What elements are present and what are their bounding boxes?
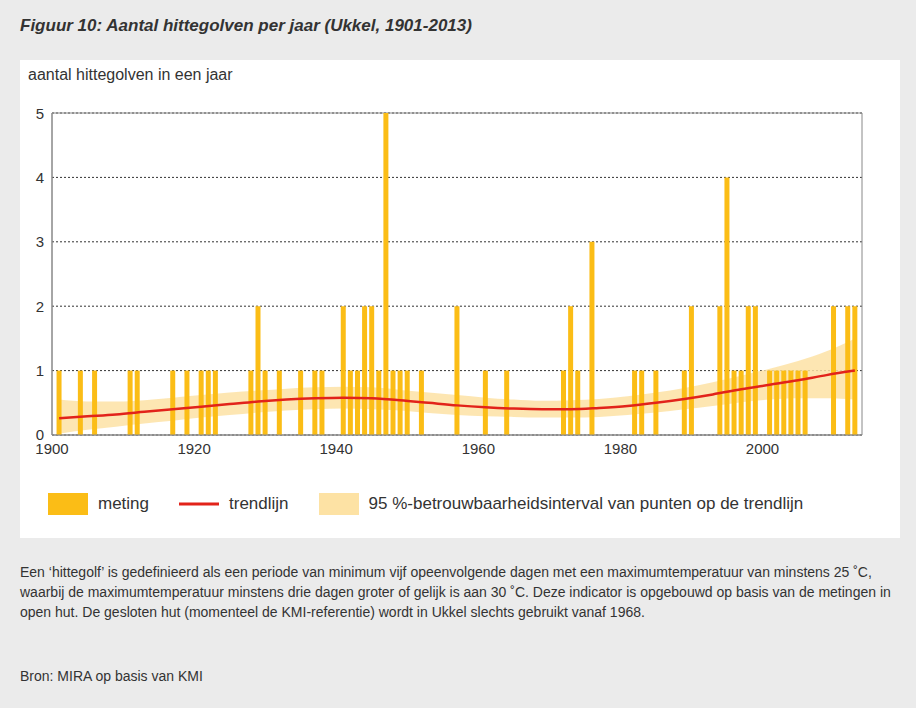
html-text:Een ‘hittegolf’ is gedefinieer: Een ‘hittegolf’ is gedefinieerd als een …: [20, 564, 891, 620]
html-text:aantal hittegolven in een jaar: aantal hittegolven in een jaar: [28, 66, 233, 83]
svg-text:2: 2: [36, 298, 44, 315]
svg-text:5: 5: [36, 105, 44, 122]
svg-text:1: 1: [36, 362, 44, 379]
svg-text:1920: 1920: [177, 440, 210, 457]
svg-text:1900: 1900: [35, 439, 69, 457]
svg-text:3: 3: [36, 233, 44, 250]
svg-text:1960: 1960: [462, 440, 495, 457]
html-text:meting: meting: [98, 494, 149, 513]
svg-text:0: 0: [36, 426, 44, 443]
html-text:Figuur 10: Aantal hittegolven: Figuur 10: Aantal hittegolven per jaar (…: [20, 16, 472, 35]
svg-text:1940: 1940: [320, 440, 353, 457]
svg-text:4: 4: [36, 169, 44, 186]
svg-text:1980: 1980: [604, 440, 637, 457]
html-text:Bron: MIRA op basis van KMI: Bron: MIRA op basis van KMI: [20, 668, 203, 684]
html-text:95 %-betrouwbaarheidsinterval: 95 %-betrouwbaarheidsinterval van punten…: [368, 494, 804, 513]
svg-text:2000: 2000: [746, 440, 779, 457]
html-text:trendlijn: trendlijn: [229, 494, 289, 513]
